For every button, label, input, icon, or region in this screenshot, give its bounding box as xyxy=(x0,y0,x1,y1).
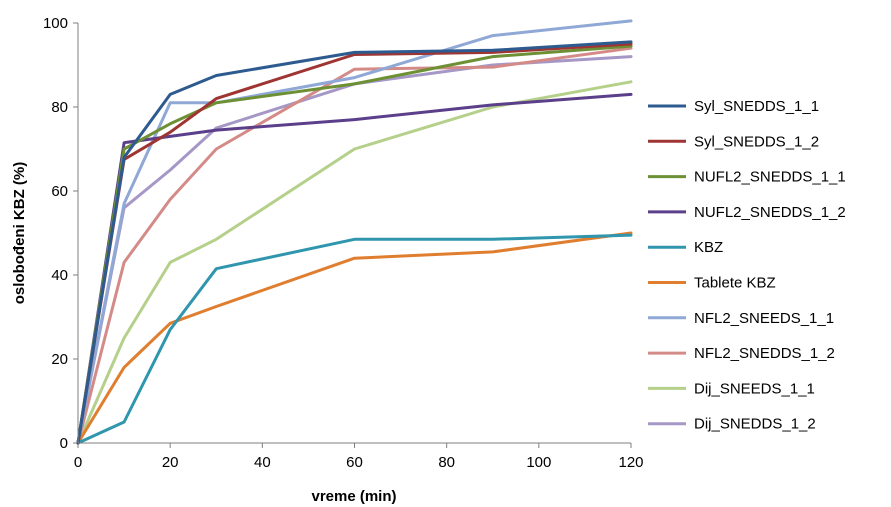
legend-label: Syl_SNEDDS_1_1 xyxy=(694,98,819,115)
series-line-nufl2-snedds-1-2 xyxy=(76,92,633,445)
x-tick-label: 40 xyxy=(254,454,271,471)
x-tick-label: 100 xyxy=(526,454,551,471)
y-tick-label: 100 xyxy=(43,15,68,32)
x-tick-label: 0 xyxy=(74,454,82,471)
legend-label: NUFL2_SNEDDS_1_2 xyxy=(694,204,846,221)
y-axis-title: oslobođeni KBZ (%) xyxy=(11,162,28,305)
legend-label: Syl_SNEDDS_1_2 xyxy=(694,133,819,150)
legend-label: Dij_SNEDDS_1_2 xyxy=(694,416,816,433)
y-tick-label: 80 xyxy=(51,99,68,116)
series-line-nufl2-snedds-1-1 xyxy=(76,44,633,445)
x-tick-label: 120 xyxy=(618,454,643,471)
legend-label: NUFL2_SNEDDS_1_1 xyxy=(694,169,846,186)
legend: Syl_SNEDDS_1_1 Syl_SNEDDS_1_2 NUFL2_SNEDDS… xyxy=(648,98,846,433)
series-line-tablete-kbz xyxy=(76,231,633,445)
y-axis-ticks: 0 20 40 60 80 100 xyxy=(43,15,78,452)
x-tick-label: 20 xyxy=(162,454,179,471)
series-line-nfl2-snedds-1-2 xyxy=(76,46,633,445)
x-axis-title: vreme (min) xyxy=(311,488,396,505)
series-line-kbz xyxy=(76,233,633,445)
x-axis-ticks: 0 20 40 60 80 100 120 xyxy=(74,443,644,471)
x-tick-label: 80 xyxy=(438,454,455,471)
y-tick-label: 20 xyxy=(51,351,68,368)
legend-label: Tablete KBZ xyxy=(694,275,776,292)
y-tick-label: 0 xyxy=(60,435,68,452)
series-line-dij-snedds-1-2 xyxy=(76,55,633,445)
series-line-dij-sneeds-1-1 xyxy=(76,80,633,445)
y-tick-label: 40 xyxy=(51,267,68,284)
legend-label: Dij_SNEEDS_1_1 xyxy=(694,380,815,397)
y-tick-label: 60 xyxy=(51,183,68,200)
legend-label: NFL2_SNEDDS_1_2 xyxy=(694,345,835,362)
legend-label: KBZ xyxy=(694,239,723,256)
series-line-syl-snedds-1-1 xyxy=(76,40,633,445)
legend-label: NFL2_SNEEDS_1_1 xyxy=(694,310,834,327)
series-lines xyxy=(76,19,633,445)
x-tick-label: 60 xyxy=(346,454,363,471)
